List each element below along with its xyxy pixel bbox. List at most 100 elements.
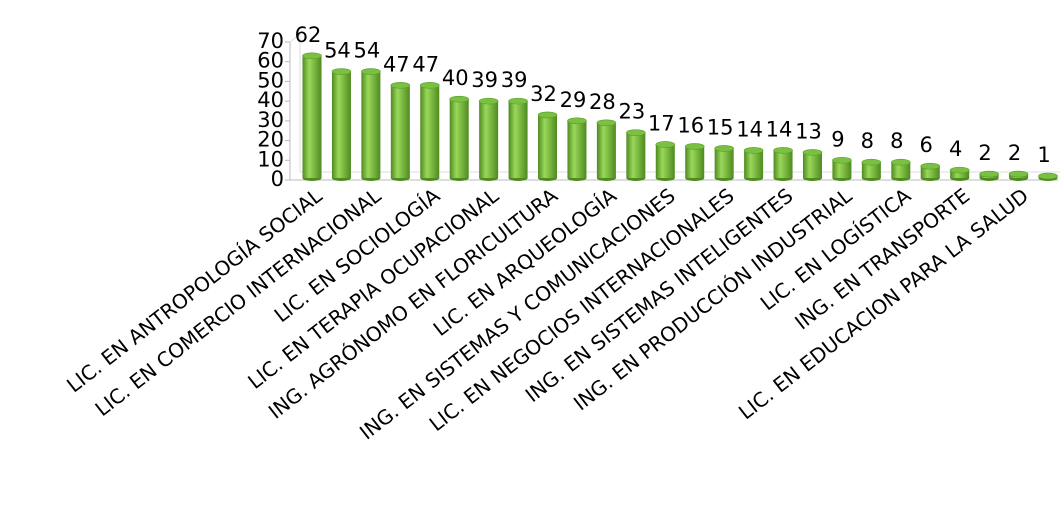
bar-body: [920, 166, 940, 178]
value-label: 39: [471, 68, 498, 92]
value-label: 23: [618, 100, 645, 124]
value-label: 9: [831, 127, 844, 151]
bar-top: [655, 141, 676, 148]
bar-top: [419, 82, 440, 89]
bar: [832, 156, 852, 181]
bar: [684, 143, 705, 181]
value-label: 40: [442, 66, 469, 90]
value-label: 39: [501, 68, 528, 92]
bar-body: [538, 114, 558, 178]
bar: [390, 82, 411, 181]
y-tick-label: 20: [257, 128, 284, 152]
bar-top: [1008, 170, 1029, 178]
bar: [743, 147, 764, 181]
value-label: 32: [530, 82, 557, 106]
bar: [1008, 170, 1029, 181]
bar-body: [744, 150, 764, 178]
value-label: 47: [383, 52, 410, 76]
bar-top: [478, 97, 499, 105]
bar-body: [596, 122, 616, 178]
bar-body: [861, 162, 881, 178]
bar-top: [537, 111, 558, 119]
bar-body: [891, 162, 911, 178]
bar: [920, 162, 941, 181]
bar-top: [890, 158, 911, 166]
y-tick-label: 0: [271, 167, 284, 191]
bar-top: [567, 117, 587, 125]
bar-top: [508, 97, 528, 105]
bar-body: [685, 146, 705, 178]
bar-body: [626, 132, 646, 178]
bar: [1038, 172, 1058, 181]
bar: [419, 82, 440, 181]
bar-top: [949, 166, 970, 174]
bar-top: [920, 162, 941, 170]
bar-top: [449, 95, 470, 103]
bar-body: [331, 71, 351, 178]
value-label: 13: [795, 119, 822, 143]
bar: [302, 52, 322, 181]
bar-top: [802, 149, 823, 156]
bar-body: [508, 101, 528, 178]
bar-top: [626, 129, 646, 136]
bar: [537, 111, 558, 181]
bar-body: [567, 120, 587, 178]
bar: [508, 97, 528, 181]
value-label: 62: [295, 23, 322, 47]
back-wall-top: [289, 33, 301, 43]
bar-top: [979, 170, 999, 178]
bar: [655, 141, 676, 181]
bar: [979, 170, 999, 181]
bar: [596, 119, 617, 181]
bar: [361, 68, 381, 181]
bar-top: [832, 156, 852, 164]
bar-body: [802, 152, 822, 178]
value-label: 8: [890, 129, 903, 153]
bar-top: [714, 145, 734, 152]
bar-body: [655, 144, 675, 178]
bar: [890, 158, 911, 181]
y-tick-label: 10: [257, 147, 284, 171]
bar-top: [1038, 172, 1058, 180]
bar-body: [361, 71, 381, 178]
bar-body: [714, 148, 734, 178]
y-tick-label: 40: [257, 88, 284, 112]
value-label: 14: [736, 117, 763, 141]
y-tick-label: 50: [257, 68, 284, 92]
bar-top: [773, 147, 793, 154]
bar-top: [743, 147, 764, 154]
bar-body: [832, 160, 852, 178]
bar-body: [390, 85, 410, 178]
bar: [567, 117, 587, 181]
bar-top: [596, 119, 617, 127]
value-label: 1: [1037, 143, 1050, 167]
value-label: 2: [978, 141, 991, 165]
value-label: 54: [324, 39, 351, 63]
value-label: 2: [1008, 141, 1021, 165]
bar: [861, 158, 882, 181]
bar: [331, 68, 352, 181]
bar-top: [302, 52, 322, 60]
bar: [802, 149, 823, 181]
value-label: 6: [920, 133, 933, 157]
bar-top: [331, 68, 352, 75]
bar: [478, 97, 499, 181]
bar: [714, 145, 734, 181]
value-label: 14: [766, 117, 793, 141]
bar: [773, 147, 793, 181]
bar: [626, 129, 646, 181]
value-label: 17: [648, 111, 675, 135]
bar-top: [861, 158, 882, 166]
value-label: 8: [861, 129, 874, 153]
value-label: 16: [677, 113, 704, 137]
bar: [449, 95, 470, 181]
value-label: 15: [707, 115, 734, 139]
bar-body: [449, 99, 469, 178]
bar-top: [361, 68, 381, 75]
y-tick-label: 30: [257, 108, 284, 132]
value-label: 28: [589, 90, 616, 114]
y-tick-label: 70: [257, 29, 284, 53]
bar-top: [684, 143, 705, 150]
bar-body: [950, 170, 970, 178]
bar-body: [773, 150, 793, 178]
